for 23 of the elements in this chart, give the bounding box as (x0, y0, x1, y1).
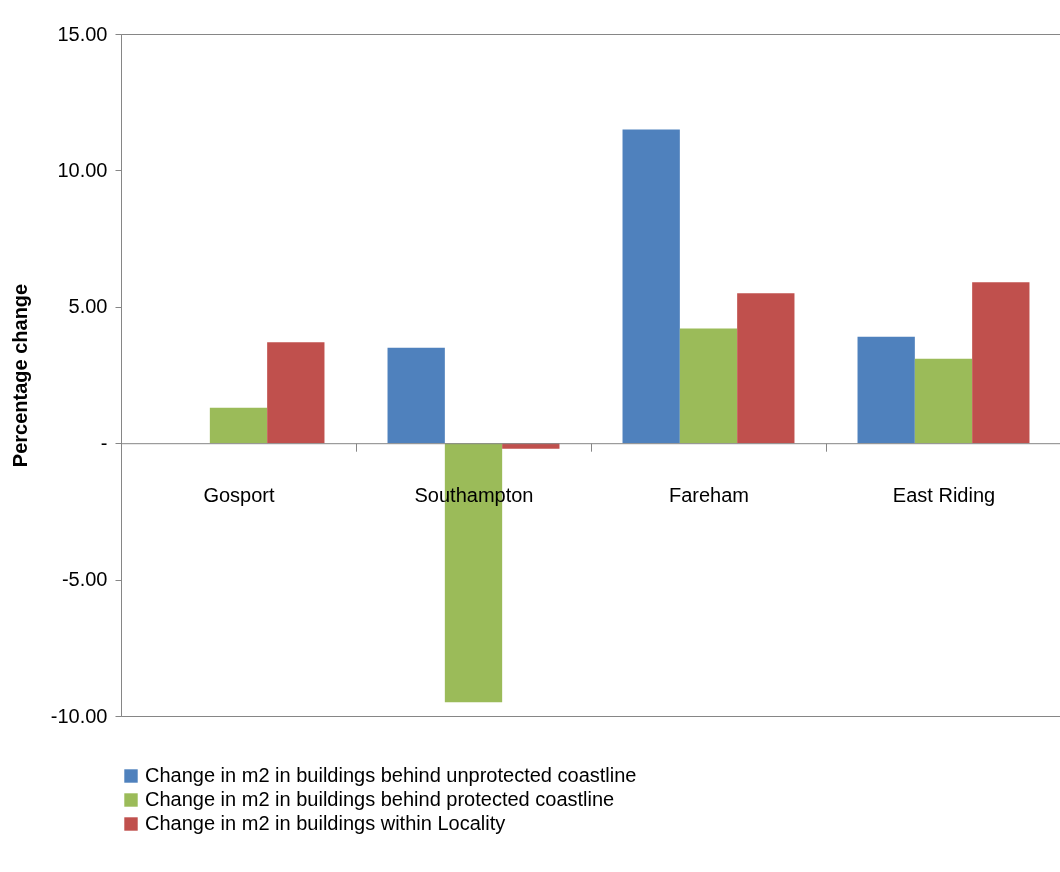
bar (972, 282, 1030, 444)
y-tick-label: - (100, 431, 108, 454)
x-tick-label: Gosport (203, 483, 276, 506)
bar (502, 443, 560, 449)
y-tick-label: 10.00 (57, 158, 108, 181)
bar (209, 407, 268, 444)
x-tick-label: Fareham (668, 483, 750, 506)
legend-label: Change in m2 in buildings behind unprotected coastline (145, 764, 637, 786)
bar (737, 293, 795, 444)
y-tick-label: 15.00 (57, 22, 108, 45)
bar (857, 336, 915, 444)
y-axis-title: Percentage change (8, 283, 31, 468)
bar (622, 129, 680, 444)
legend-label: Change in m2 in buildings behind protected coastline (145, 788, 615, 810)
bar (914, 358, 973, 444)
bar (267, 342, 325, 444)
x-tick-label: East Riding (892, 483, 996, 506)
bar (679, 328, 738, 444)
y-tick-label: 5.00 (68, 295, 108, 318)
y-tick-label: -10.00 (50, 704, 108, 727)
bar (387, 347, 445, 444)
y-tick-label: -5.00 (61, 568, 108, 591)
legend-label: Change in m2 in buildings within Locality (145, 812, 506, 834)
